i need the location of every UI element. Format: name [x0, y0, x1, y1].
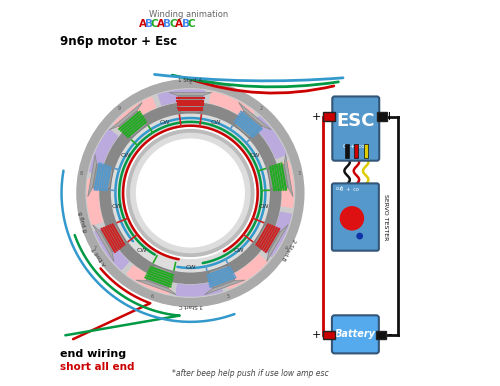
- Wedge shape: [88, 179, 102, 225]
- Bar: [345, 144, 349, 157]
- Circle shape: [100, 103, 281, 283]
- Text: C: C: [169, 19, 177, 29]
- FancyBboxPatch shape: [332, 183, 379, 251]
- Text: 3 Start C: 3 Start C: [178, 303, 203, 308]
- Text: +: +: [312, 112, 321, 122]
- Text: 4: 4: [284, 246, 288, 251]
- Text: 6: 6: [151, 294, 154, 299]
- Polygon shape: [178, 96, 203, 113]
- Wedge shape: [278, 161, 293, 207]
- FancyBboxPatch shape: [332, 96, 379, 161]
- Circle shape: [357, 234, 362, 239]
- Text: 1 Start A: 1 Start A: [178, 78, 203, 83]
- Text: 2: 2: [260, 106, 263, 111]
- Polygon shape: [255, 225, 280, 252]
- Wedge shape: [127, 266, 171, 294]
- Polygon shape: [92, 164, 113, 189]
- Polygon shape: [268, 164, 288, 189]
- Text: 1: 1: [189, 80, 192, 85]
- Text: out: out: [336, 186, 344, 191]
- Polygon shape: [110, 102, 142, 130]
- Text: C: C: [151, 19, 158, 29]
- Wedge shape: [114, 97, 156, 131]
- Circle shape: [127, 130, 254, 256]
- Polygon shape: [136, 280, 176, 295]
- Text: 3: 3: [298, 171, 300, 176]
- Bar: [377, 112, 386, 122]
- Text: -: -: [388, 328, 392, 342]
- Text: CW: CW: [259, 203, 270, 208]
- Text: 5: 5: [226, 294, 230, 299]
- Wedge shape: [252, 117, 286, 158]
- Wedge shape: [225, 255, 267, 289]
- FancyBboxPatch shape: [332, 315, 379, 353]
- Wedge shape: [210, 92, 254, 120]
- Polygon shape: [88, 154, 96, 196]
- Text: C: C: [188, 19, 196, 29]
- Bar: [354, 144, 358, 157]
- Text: B: B: [144, 19, 152, 29]
- Wedge shape: [263, 212, 291, 256]
- Polygon shape: [266, 225, 288, 262]
- Text: CW: CW: [211, 120, 222, 125]
- Polygon shape: [208, 265, 235, 289]
- Text: B pug 8: B pug 8: [78, 211, 89, 232]
- Bar: [323, 331, 334, 339]
- Circle shape: [136, 139, 244, 247]
- Text: SERVO TESTER: SERVO TESTER: [383, 194, 388, 240]
- Circle shape: [77, 80, 304, 306]
- Text: CW: CW: [185, 266, 196, 271]
- Polygon shape: [238, 102, 272, 130]
- Text: CW: CW: [120, 153, 130, 158]
- Text: A: A: [138, 19, 146, 29]
- Circle shape: [125, 128, 256, 258]
- Text: ESC: ESC: [336, 112, 375, 130]
- Circle shape: [340, 207, 363, 230]
- Text: CW: CW: [234, 248, 244, 253]
- Polygon shape: [146, 265, 172, 289]
- Wedge shape: [158, 90, 204, 105]
- Bar: [376, 331, 386, 339]
- Polygon shape: [100, 225, 126, 252]
- Circle shape: [112, 114, 269, 272]
- Polygon shape: [204, 280, 245, 295]
- Text: 9n6p motor + Esc: 9n6p motor + Esc: [60, 35, 176, 48]
- Text: Winding animation: Winding animation: [149, 10, 228, 19]
- Text: CW: CW: [137, 248, 147, 253]
- Text: 0  +  co: 0 + co: [340, 187, 359, 192]
- Bar: [364, 144, 368, 157]
- Text: A End 7: A End 7: [92, 246, 108, 266]
- Polygon shape: [284, 154, 293, 196]
- Circle shape: [86, 89, 294, 297]
- Polygon shape: [234, 111, 262, 138]
- Polygon shape: [118, 111, 146, 138]
- Text: short all end: short all end: [60, 362, 134, 372]
- Text: A: A: [176, 19, 184, 29]
- Bar: [323, 112, 334, 122]
- Text: B: B: [182, 19, 190, 29]
- Text: end wiring: end wiring: [60, 349, 126, 359]
- Text: 9: 9: [118, 106, 121, 111]
- Text: *after beep help push if use low amp esc: *after beep help push if use low amp esc: [172, 369, 328, 378]
- Text: Battery: Battery: [335, 329, 376, 339]
- Text: 7: 7: [93, 246, 96, 251]
- Circle shape: [131, 134, 250, 252]
- Text: 8: 8: [80, 171, 83, 176]
- Wedge shape: [90, 130, 118, 174]
- Text: CW: CW: [112, 203, 122, 208]
- Text: A: A: [157, 19, 165, 29]
- Text: I: I: [388, 112, 392, 122]
- Text: CW: CW: [160, 120, 170, 125]
- Wedge shape: [95, 228, 128, 269]
- Text: +: +: [312, 330, 321, 340]
- Polygon shape: [92, 225, 114, 262]
- Polygon shape: [169, 93, 212, 96]
- Text: 0  +  co: 0 + co: [343, 144, 364, 149]
- Text: 2 Start B: 2 Start B: [280, 238, 296, 261]
- Wedge shape: [176, 281, 222, 296]
- Text: B: B: [163, 19, 171, 29]
- Text: CW: CW: [250, 153, 260, 158]
